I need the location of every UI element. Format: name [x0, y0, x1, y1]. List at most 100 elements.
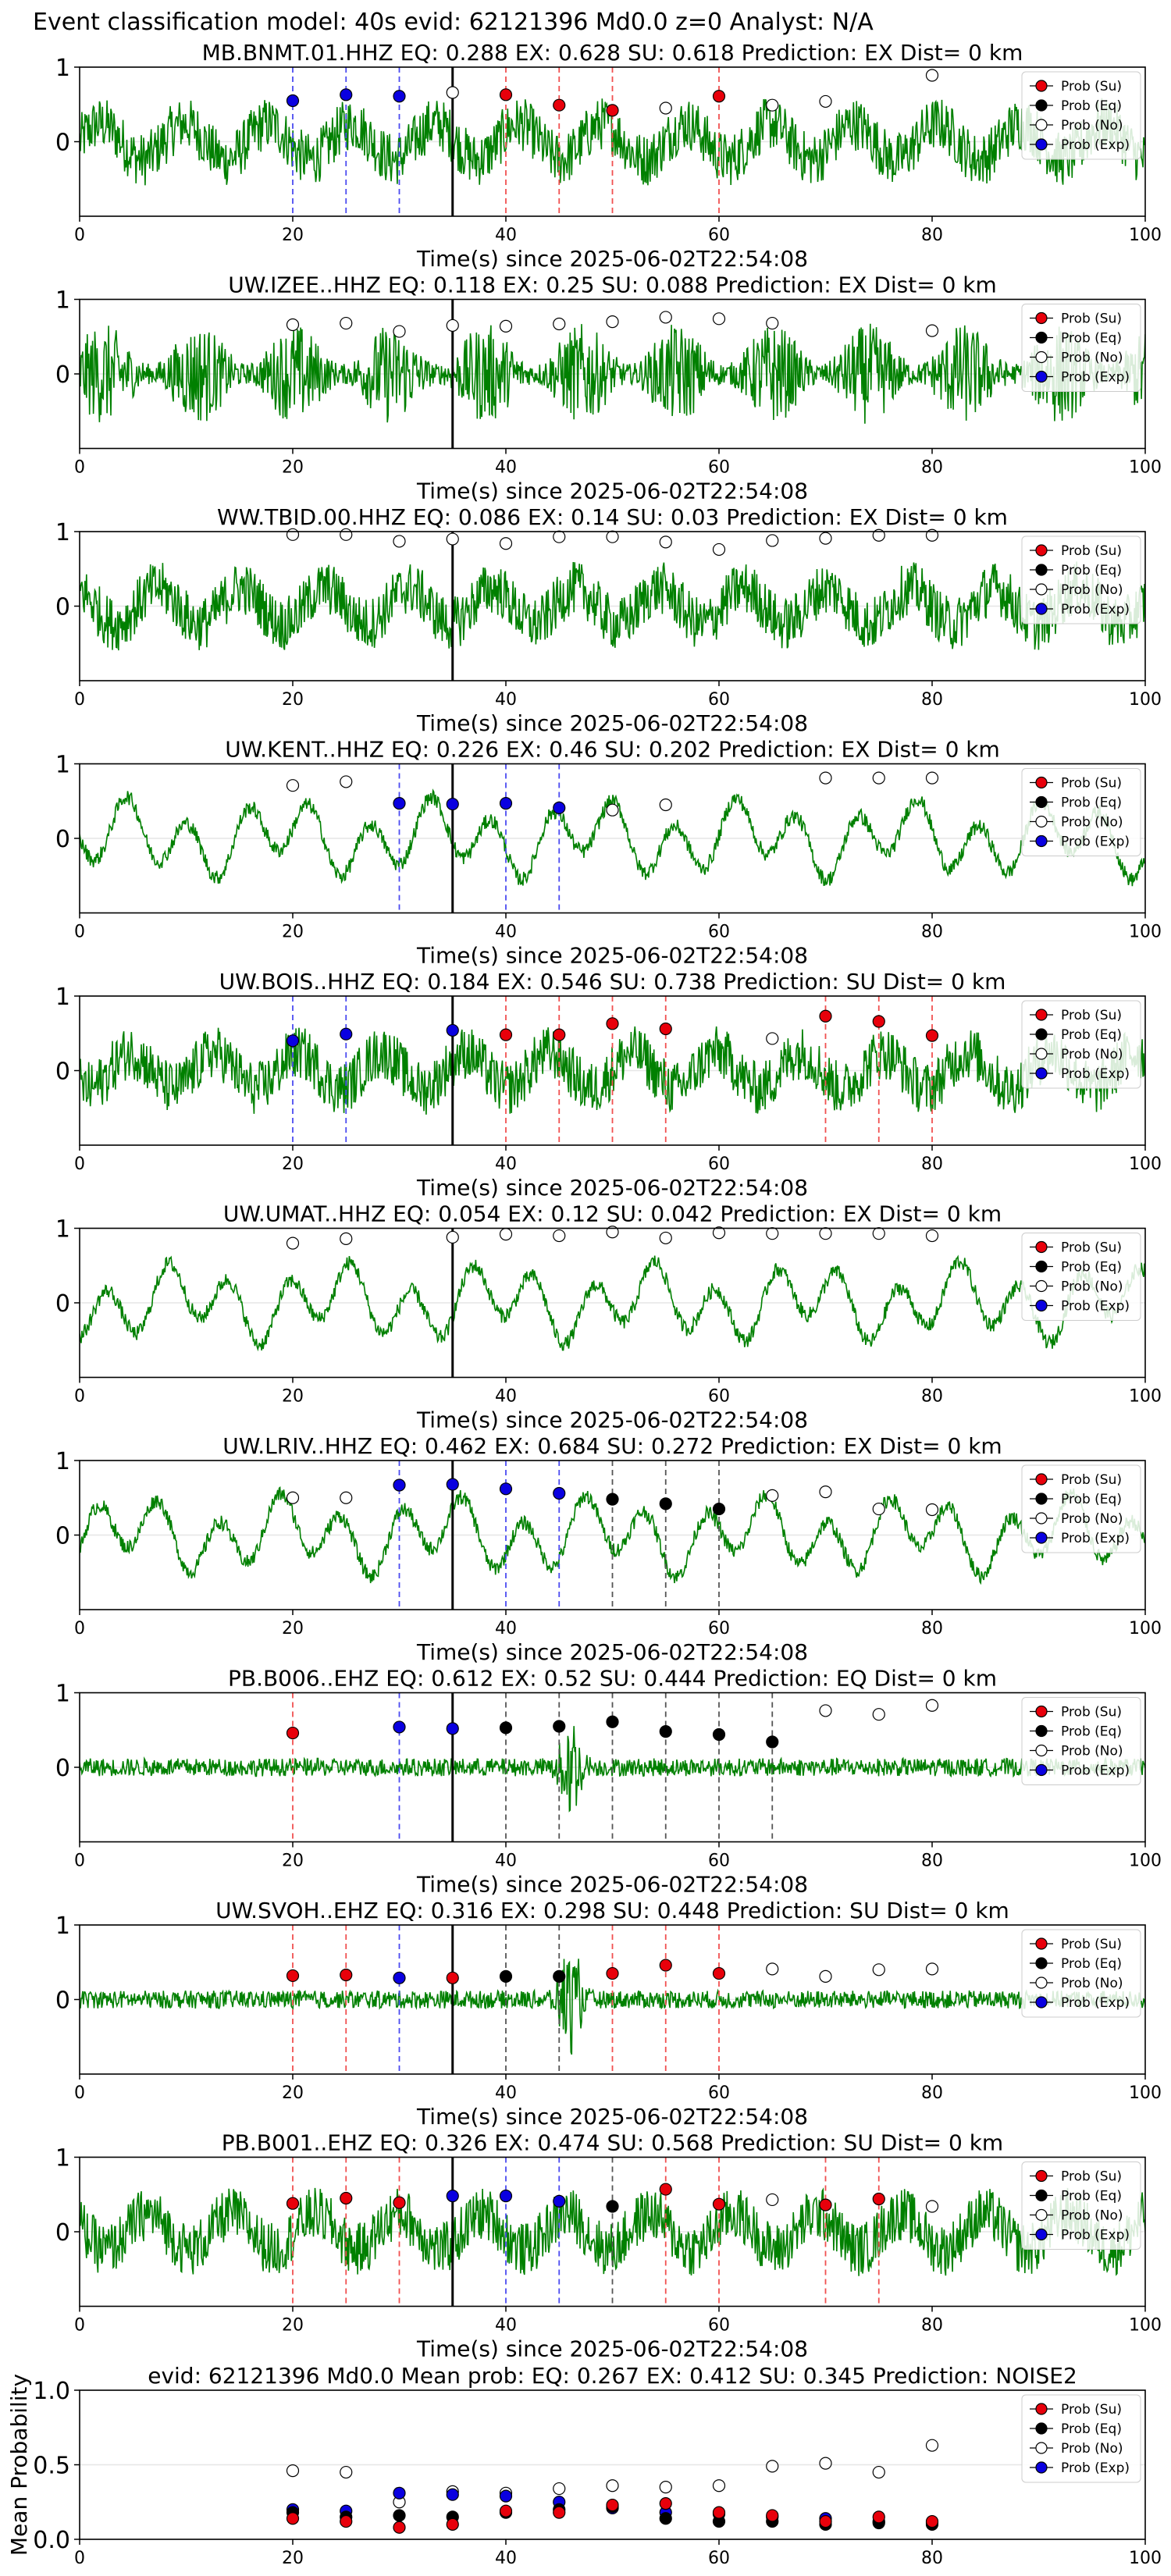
legend-marker-eq	[1035, 795, 1048, 809]
legend-marker-no	[1035, 1279, 1048, 1293]
mean-prob-point-su	[659, 2497, 672, 2510]
legend-label: Prob (Su)	[1061, 1937, 1122, 1952]
legend: Prob (Su) Prob (Eq) Prob (No) Prob (Exp)	[1021, 535, 1141, 624]
legend-label: Prob (Su)	[1061, 1240, 1122, 1256]
legend-marker-eq	[1035, 2422, 1048, 2435]
y-axis-label: Mean Probability	[6, 2374, 32, 2556]
prob-point-no	[659, 1231, 672, 1245]
x-tick-label: 20	[282, 1387, 304, 1407]
prob-point-su	[446, 1971, 459, 1984]
legend-marker-su	[1035, 1937, 1048, 1950]
x-tick-label: 100	[1129, 226, 1162, 245]
legend-marker-exp	[1035, 1996, 1048, 2008]
x-axis-label: Time(s) since 2025-06-02T22:54:08	[416, 1407, 808, 1433]
prob-point-no	[819, 94, 832, 109]
legend-label: Prob (Exp)	[1061, 1531, 1130, 1546]
x-tick-label: 20	[282, 1852, 304, 1871]
x-tick-label: 80	[921, 458, 943, 478]
y-tick-label: 1	[55, 287, 70, 315]
mean-prob-point-su	[712, 2506, 726, 2519]
legend-marker-su	[1035, 776, 1048, 789]
y-tick-label: 1	[55, 1912, 70, 1940]
prob-point-no	[819, 1227, 832, 1240]
legend-marker-eq	[1035, 1724, 1048, 1738]
prob-point-eq	[606, 1715, 619, 1728]
prob-point-no	[819, 771, 832, 785]
panel-2: UW.IZEE..HHZ EQ: 0.118 EX: 0.25 SU: 0.08…	[55, 272, 1162, 504]
x-tick-label: 60	[708, 1155, 730, 1174]
x-tick-label: 40	[495, 1155, 517, 1174]
legend-marker-no	[1035, 1048, 1048, 1060]
prob-point-no	[446, 1230, 459, 1244]
mean-prob-point-exp	[393, 2486, 406, 2500]
legend-label: Prob (Su)	[1061, 2402, 1122, 2418]
x-tick-label: 100	[1129, 2316, 1162, 2336]
panel-title: UW.UMAT..HHZ EQ: 0.054 EX: 0.12 SU: 0.04…	[223, 1201, 1002, 1227]
prob-point-su	[712, 1966, 726, 1980]
panel-9: UW.SVOH..EHZ EQ: 0.316 EX: 0.298 SU: 0.4…	[55, 1898, 1162, 2129]
waveform-trace	[80, 561, 1145, 651]
figure-suptitle: Event classification model: 40s evid: 62…	[33, 9, 874, 36]
prob-point-no	[446, 86, 459, 99]
prob-point-eq	[659, 1725, 672, 1738]
prob-point-no	[446, 532, 459, 546]
legend-marker-exp	[1035, 138, 1048, 151]
legend-box	[1021, 71, 1141, 160]
prob-point-no	[819, 532, 832, 545]
prob-point-exp	[446, 1478, 459, 1491]
prob-point-su	[712, 90, 726, 103]
legend: Prob (Su) Prob (Eq) Prob (No) Prob (Exp)	[1021, 2394, 1141, 2483]
legend-label: Prob (No)	[1061, 1511, 1123, 1527]
y-tick-label: 1	[55, 55, 70, 82]
y-tick-label: 0	[55, 594, 70, 621]
prob-point-no	[766, 1032, 779, 1045]
prob-point-no	[872, 771, 885, 785]
legend-label: Prob (Su)	[1061, 1008, 1122, 1023]
prob-point-su	[819, 1009, 832, 1023]
x-axis-label: Time(s) since 2025-06-02T22:54:08	[416, 2336, 808, 2362]
panel-title: UW.SVOH..EHZ EQ: 0.316 EX: 0.298 SU: 0.4…	[215, 1898, 1009, 1923]
prob-point-no	[819, 1485, 832, 1499]
x-tick-label: 100	[1129, 1155, 1162, 1174]
prob-point-no	[340, 775, 353, 788]
prob-point-no	[286, 318, 300, 332]
mean-prob-point-no	[659, 2481, 672, 2494]
prob-point-su	[872, 2192, 885, 2206]
mean-prob-point-su	[925, 2514, 939, 2528]
legend-label: Prob (No)	[1061, 1279, 1123, 1295]
legend-label: Prob (Exp)	[1061, 2460, 1130, 2476]
prob-point-no	[286, 1236, 300, 1250]
legend-box	[1021, 768, 1141, 856]
y-tick-label: 0	[55, 361, 70, 389]
x-axis-label: Time(s) since 2025-06-02T22:54:08	[416, 1639, 808, 1665]
legend-marker-eq	[1035, 1260, 1048, 1273]
x-tick-label: 40	[495, 1387, 517, 1407]
mean-prob-point-no	[925, 2439, 939, 2452]
prob-point-no	[286, 779, 300, 792]
legend-label: Prob (No)	[1061, 1976, 1123, 1991]
legend-label: Prob (Su)	[1061, 776, 1122, 792]
legend-label: Prob (Eq)	[1061, 1956, 1122, 1972]
prob-point-no	[340, 1491, 353, 1504]
y-tick-label: 1	[55, 2145, 70, 2172]
prob-point-no	[712, 1226, 726, 1240]
prob-point-no	[606, 803, 619, 817]
mean-prob-point-su	[393, 2521, 406, 2534]
legend-label: Prob (No)	[1061, 2441, 1123, 2457]
legend-marker-no	[1035, 815, 1048, 828]
prob-point-no	[606, 315, 619, 329]
prob-point-su	[712, 2197, 726, 2211]
x-axis-label: Time(s) since 2025-06-02T22:54:08	[416, 1872, 808, 1898]
prob-point-su	[606, 1017, 619, 1030]
x-tick-label: 40	[495, 2316, 517, 2336]
legend-label: Prob (Exp)	[1061, 370, 1130, 386]
mean-prob-point-su	[606, 2498, 619, 2512]
legend-marker-su	[1035, 1240, 1048, 1254]
prob-point-no	[872, 528, 885, 542]
prob-point-exp	[446, 1023, 459, 1037]
x-tick-label: 40	[495, 226, 517, 245]
prob-point-exp	[340, 88, 353, 101]
prob-point-su	[659, 2183, 672, 2196]
x-tick-label: 20	[282, 2316, 304, 2336]
prob-point-no	[499, 537, 513, 550]
